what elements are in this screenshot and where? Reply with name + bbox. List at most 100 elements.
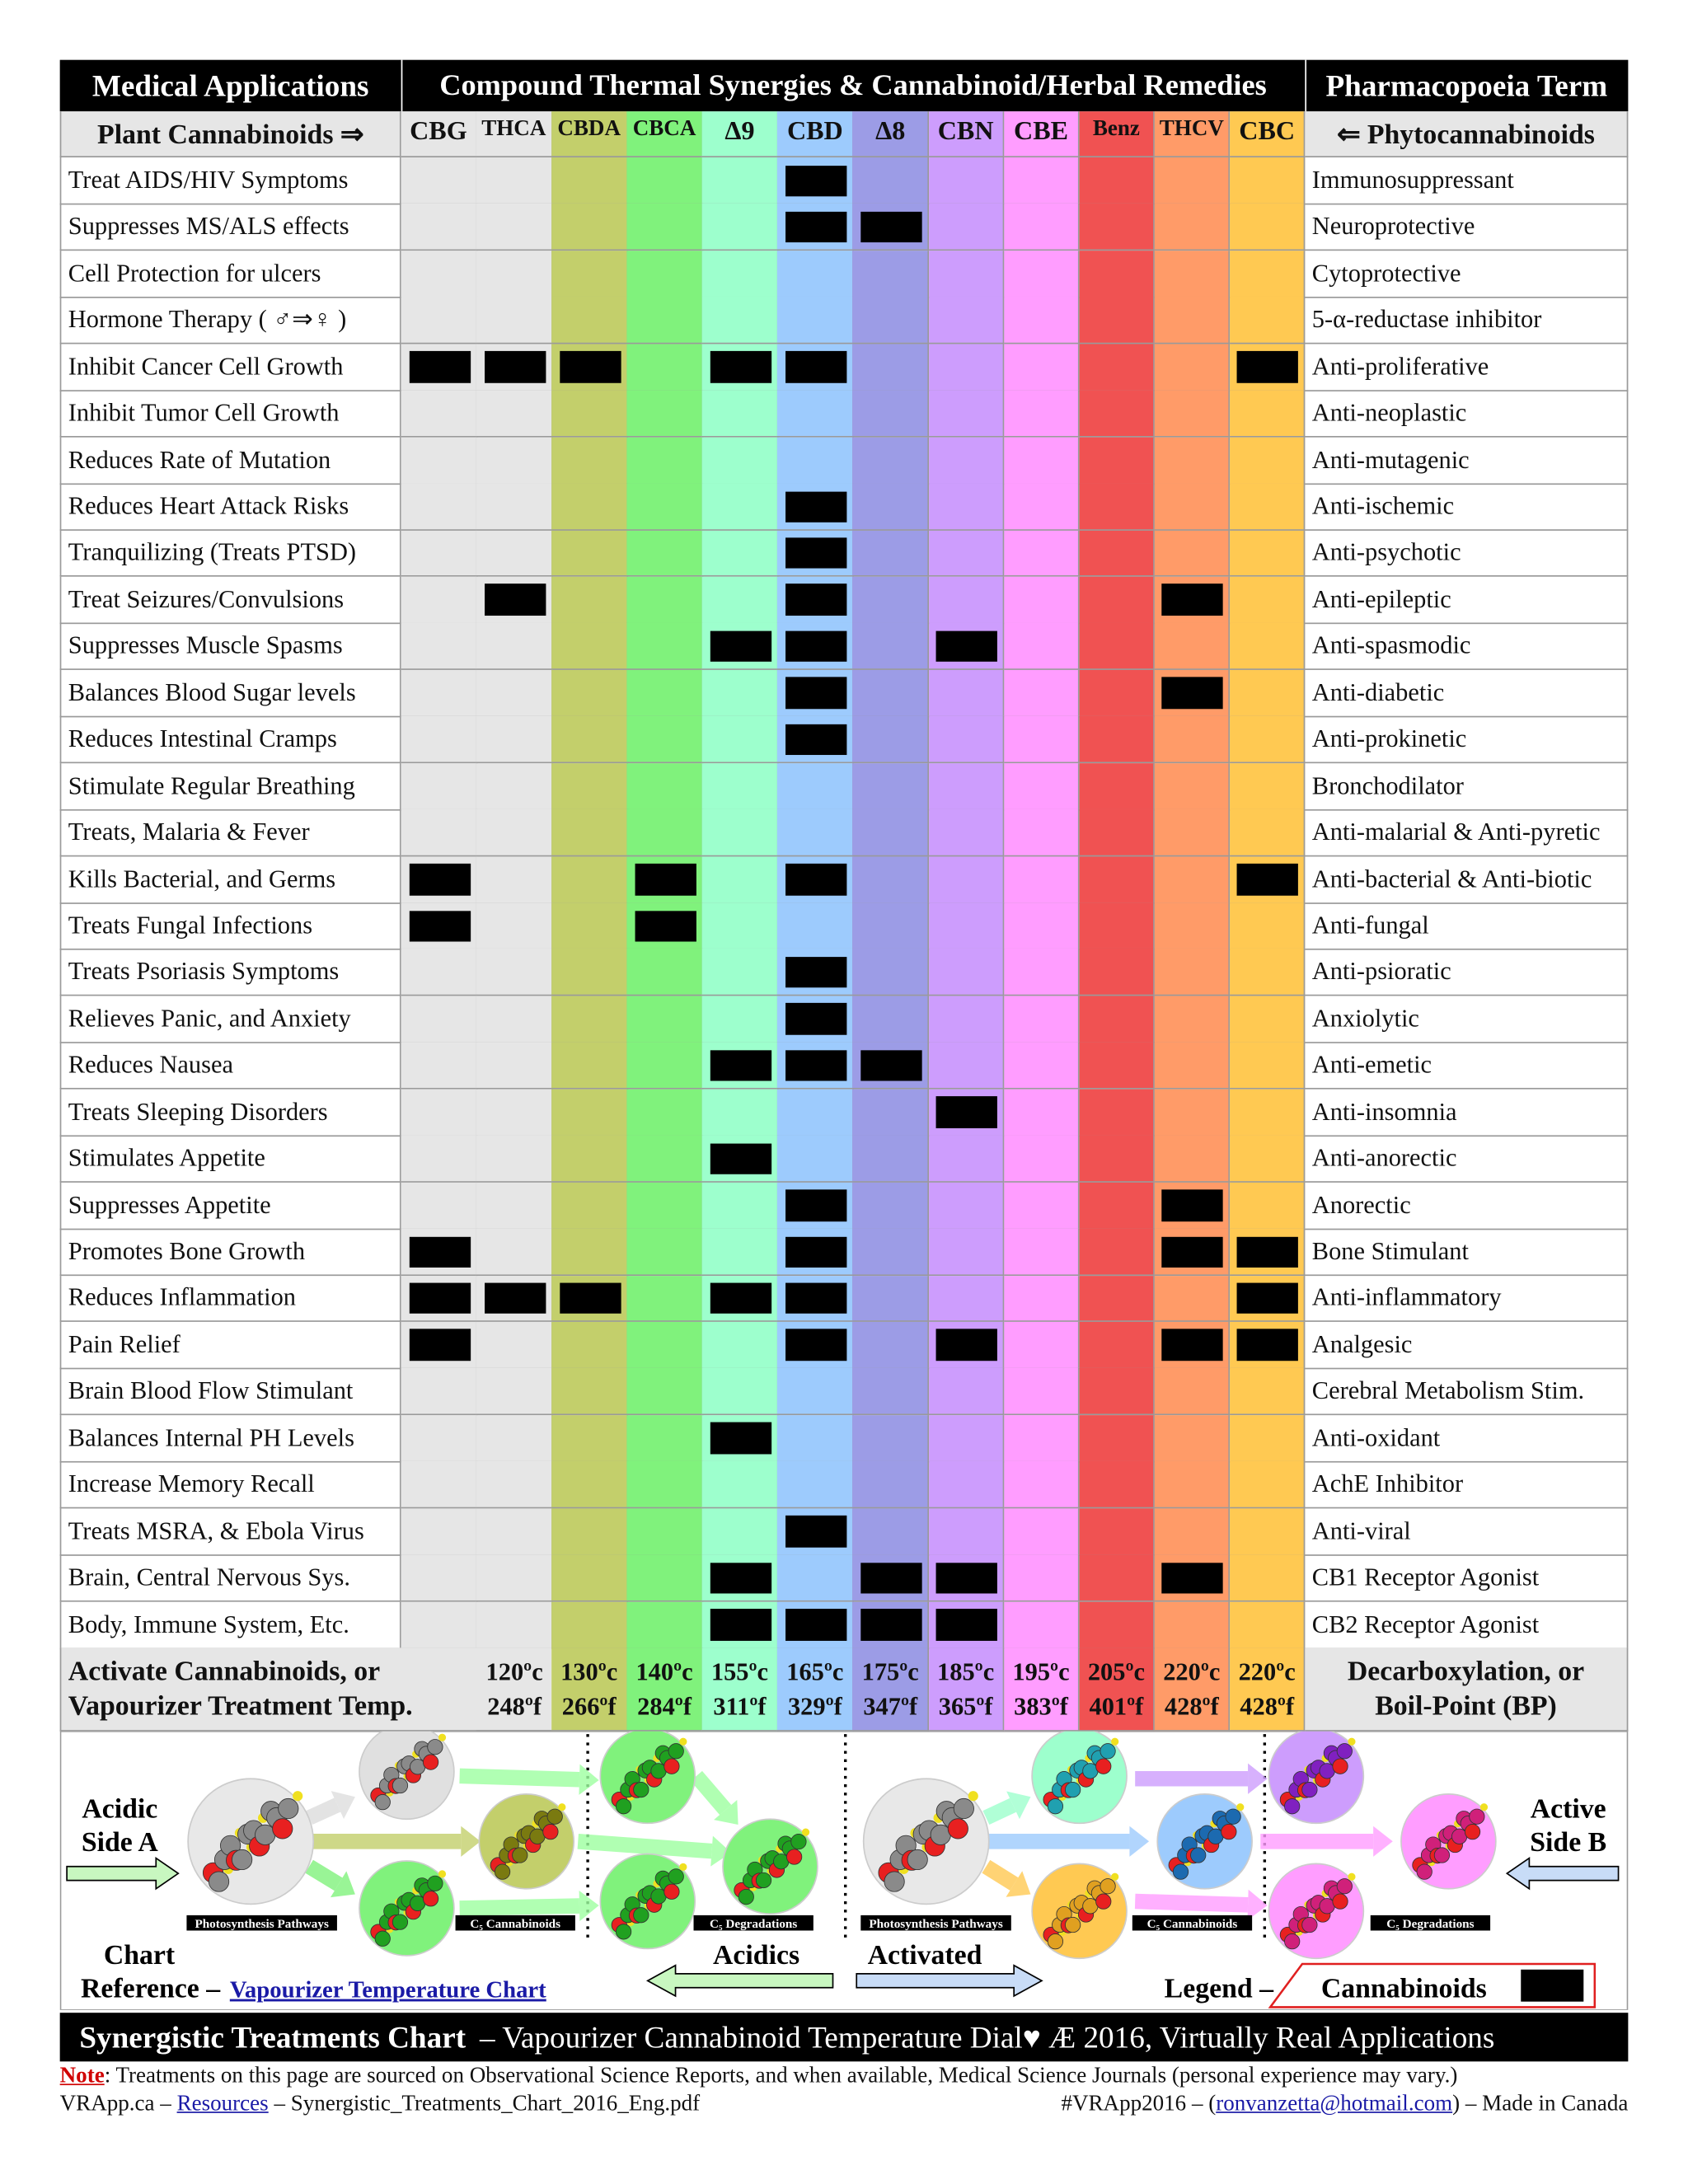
flow-arrow-head xyxy=(1006,1871,1031,1897)
footer-bar: Synergistic Treatments Chart – Vapourizer… xyxy=(59,2013,1629,2062)
compound-cell xyxy=(1154,297,1231,344)
compound-header: CBG xyxy=(401,111,477,157)
pathway-label: Photosynthesis Pathways xyxy=(869,1917,1003,1931)
compound-cell xyxy=(928,1275,1005,1323)
compound-cell xyxy=(401,1368,477,1416)
compound-cell xyxy=(1154,716,1231,764)
flow-arrow-head xyxy=(1248,1763,1268,1794)
compound-cell xyxy=(928,204,1005,251)
compound-cell xyxy=(1154,1461,1231,1509)
compound-cell xyxy=(928,1414,1005,1463)
compound-cell xyxy=(852,576,930,624)
compound-cell xyxy=(928,1042,1005,1090)
flow-arrow-head xyxy=(714,1799,738,1825)
compound-cell xyxy=(928,855,1005,904)
pharmacopoeia-term: Anti-ischemic xyxy=(1305,483,1629,531)
compound-cell xyxy=(1079,623,1156,671)
compound-cell xyxy=(1079,1135,1156,1183)
compound-cell xyxy=(1003,809,1080,857)
compound-cell xyxy=(1154,902,1231,950)
compound-cell xyxy=(1154,1601,1231,1649)
pathway-label-box xyxy=(1370,1915,1491,1931)
application: Treat Seizures/Convulsions xyxy=(59,576,401,624)
pathway-diagram: Photosynthesis Pathways C₅ Cannabinoids C₅… xyxy=(59,1731,1629,2010)
compound-cell xyxy=(777,437,854,485)
flow-arrow xyxy=(577,1834,713,1859)
compound-cell xyxy=(551,437,628,485)
compound-cell xyxy=(777,1554,854,1602)
temp-fahrenheit: 428ºf xyxy=(1240,1691,1295,1720)
compound-cell xyxy=(551,251,628,298)
pharmacopoeia-term: Neuroprotective xyxy=(1305,204,1629,251)
treatment-mark xyxy=(1237,1282,1299,1315)
compound-cell xyxy=(1003,762,1080,811)
compound-cell xyxy=(401,530,477,578)
contact-line: #VRApp2016 – (ronvanzetta@hotmail.com) –… xyxy=(1061,2093,1628,2117)
compound-cell xyxy=(626,716,704,764)
molecule-atom xyxy=(615,1924,632,1940)
molecule-atom xyxy=(1221,1824,1237,1840)
compound-cell xyxy=(1229,437,1306,485)
compound-cell xyxy=(1079,1182,1156,1230)
compound-cell xyxy=(476,1321,553,1370)
molecule-atom xyxy=(293,1791,303,1802)
compound-cell xyxy=(928,483,1005,531)
compound-cell xyxy=(1229,1089,1306,1137)
treatment-mark xyxy=(785,1609,847,1641)
temp-right-line: Decarboxylation, or xyxy=(1347,1655,1585,1686)
compound-cell xyxy=(1079,530,1156,578)
email-link[interactable]: ronvanzetta@hotmail.com xyxy=(1216,2092,1453,2116)
compound-cell xyxy=(852,1414,930,1463)
treatment-mark xyxy=(408,1282,471,1315)
treatment-mark xyxy=(484,583,546,616)
compound-cell xyxy=(1003,855,1080,904)
molecule-atom xyxy=(884,1871,905,1892)
compound-cell xyxy=(702,437,779,485)
compound-cell xyxy=(626,762,704,811)
pharmacopoeia-term: Anti-viral xyxy=(1305,1507,1629,1556)
application: Stimulates Appetite xyxy=(59,1135,401,1183)
molecule-atom xyxy=(438,1870,447,1878)
pharmacopoeia-term: Analgesic xyxy=(1305,1321,1629,1370)
resources-link[interactable]: Resources xyxy=(176,2092,269,2116)
side-a-arrow xyxy=(66,1856,180,1891)
application: Pain Relief xyxy=(59,1321,401,1370)
application: Treats Psoriasis Symptoms xyxy=(59,949,401,997)
temp-cell: 165ºc 329ºf xyxy=(777,1647,854,1732)
temp-celsius: 165ºc xyxy=(786,1657,844,1685)
header-synergies: Compound Thermal Synergies & Cannabinoid… xyxy=(439,68,1267,102)
compound-cell xyxy=(476,996,553,1043)
compound-cell xyxy=(476,669,553,717)
compound-cell xyxy=(1003,716,1080,764)
application: Brain Blood Flow Stimulant xyxy=(59,1368,401,1416)
reference-link[interactable]: Vapourizer Temperature Chart xyxy=(230,1977,546,2004)
molecule-atom xyxy=(679,1863,687,1871)
compound-cell xyxy=(1079,762,1156,811)
compound-cell xyxy=(551,902,628,950)
compound-cell xyxy=(1154,996,1231,1043)
compound-cell xyxy=(551,1414,628,1463)
treatment-mark xyxy=(559,351,621,383)
compound-cell xyxy=(401,949,477,997)
compound-header: THCV xyxy=(1154,111,1231,157)
compound-cell xyxy=(928,716,1005,764)
compound-header: CBDA xyxy=(551,111,628,157)
compound-cell xyxy=(1079,902,1156,950)
molecule-atom xyxy=(790,1834,807,1850)
compound-cell xyxy=(1003,1228,1080,1277)
compound-cell xyxy=(702,716,779,764)
compound-cell xyxy=(928,251,1005,298)
compound-cell xyxy=(626,1228,704,1277)
chart-reference: Reference – xyxy=(81,1974,221,2004)
compound-cell xyxy=(1003,1554,1080,1602)
application: Suppresses MS/ALS effects xyxy=(59,204,401,251)
compound-cell xyxy=(852,1089,930,1137)
molecule-atom xyxy=(1336,1878,1353,1895)
molecule-atom xyxy=(427,1875,443,1891)
molecule-atom xyxy=(615,1798,632,1815)
compound-cell xyxy=(1003,483,1080,531)
treatment-mark xyxy=(408,351,471,383)
molecule-atom xyxy=(1332,1758,1348,1774)
compound-cell xyxy=(777,1089,854,1137)
pharmacopoeia-term: Anti-oxidant xyxy=(1305,1414,1629,1463)
